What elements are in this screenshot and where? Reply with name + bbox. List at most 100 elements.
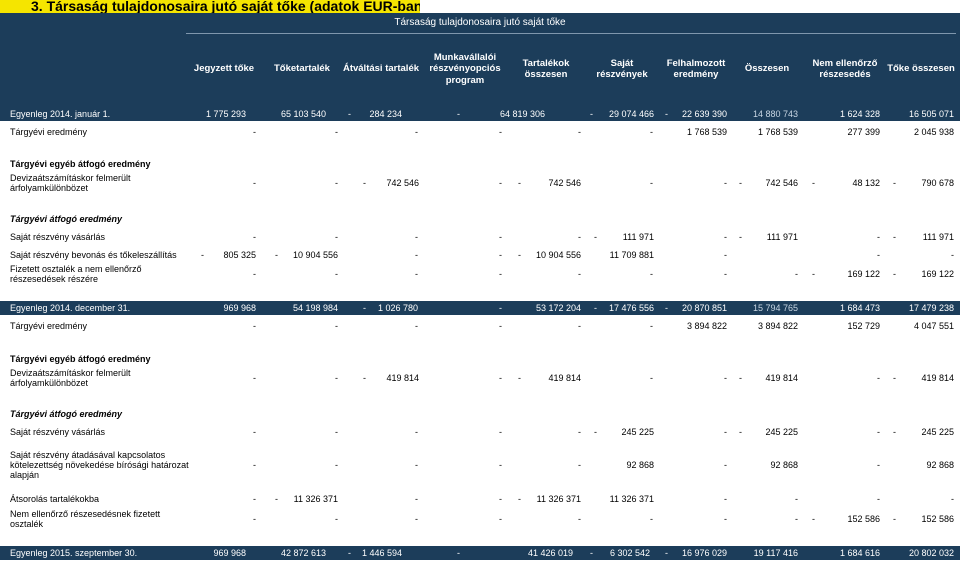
cell-value: 805 325	[223, 249, 256, 260]
cell-value: -	[739, 373, 742, 383]
row-label: Saját részvény vásárlás	[10, 427, 106, 437]
cell-value: -	[594, 231, 597, 242]
cell-value: 92 868	[926, 460, 954, 470]
cell-value: -	[499, 249, 502, 260]
cell-value: -	[594, 427, 597, 437]
column-header-felhalmozott-eredmeny: Felhalmozott eredmény	[666, 57, 726, 81]
cell-value: -	[253, 427, 256, 437]
cell-value: -	[348, 109, 351, 119]
cell-value: 3 894 822	[757, 321, 798, 331]
cell-value: 11 326 371	[536, 493, 581, 504]
cell-value: -	[415, 269, 418, 279]
row-label: Tárgyévi átfogó eredmény	[10, 213, 123, 224]
cell-value: 169 122	[921, 269, 954, 279]
cell-value: -	[650, 373, 653, 383]
row-label: Egyenleg 2015. szeptember 30.	[10, 548, 138, 558]
cell-value: -	[877, 373, 880, 383]
cell-value: -	[499, 460, 502, 470]
table-row: Saját részvény átadásával kapcsolatos kö…	[0, 448, 960, 482]
section-heading: Tárgyévi átfogó eredmény	[0, 212, 960, 225]
cell-value: -	[499, 303, 502, 313]
cell-value: -	[724, 373, 727, 383]
cell-value: -	[275, 249, 278, 260]
column-header-toketartalek: Tőketartalék	[274, 63, 330, 75]
cell-value: 11 326 371	[293, 493, 338, 504]
cell-value: -	[253, 231, 256, 242]
cell-value: 152 586	[921, 514, 954, 524]
cell-value: -	[812, 269, 815, 279]
row-label: Tárgyévi egyéb átfogó eredmény	[10, 158, 151, 169]
cell-value: -	[499, 321, 502, 331]
cell-value: 10 904 556	[535, 249, 581, 260]
cell-value: -	[724, 249, 727, 260]
table-row: Saját részvény bevonás és tőkeleszállítá…	[0, 247, 960, 262]
cell-value: -	[877, 427, 880, 437]
cell-value: -	[253, 321, 256, 331]
cell-value: -	[951, 493, 954, 504]
cell-value: 1 026 780	[377, 303, 418, 313]
cell-value: -	[724, 269, 727, 279]
table-row: Devizaátszámításkor felmerült árfolyamkü…	[0, 171, 960, 195]
cell-value: -	[812, 178, 815, 188]
cell-value: -	[415, 427, 418, 437]
column-header-jegyzett-toke: Jegyzett tőke	[193, 63, 255, 75]
section-heading: Tárgyévi egyéb átfogó eredmény	[0, 352, 960, 365]
row-label: Devizaátszámításkor felmerült árfolyamkü…	[10, 368, 131, 388]
row-label: Egyenleg 2014. december 31.	[10, 303, 131, 313]
cell-value: 53 172 204	[535, 303, 581, 313]
cell-value: 14 880 743	[752, 109, 798, 119]
cell-value: -	[877, 249, 880, 260]
cell-value: -	[275, 493, 278, 504]
cell-value: -	[877, 231, 880, 242]
cell-value: 17 479 238	[908, 303, 954, 313]
cell-value: 54 198 984	[292, 303, 338, 313]
column-header-nem-ellenorzo-reszesedes: Nem ellenőrző részesedés	[812, 57, 878, 81]
cell-value: -	[724, 493, 727, 504]
cell-value: 6 302 542	[609, 548, 650, 558]
cell-value: 42 872 613	[280, 548, 326, 558]
table-header: Társaság tulajdonosaira jutó saját tőke …	[0, 13, 960, 109]
section-heading: Tárgyévi egyéb átfogó eredmény	[0, 157, 960, 170]
cell-value: -	[724, 514, 727, 524]
cell-value: -	[650, 178, 653, 188]
cell-value: -	[518, 178, 521, 188]
cell-value: -	[518, 493, 521, 504]
section-heading: Tárgyévi átfogó eredmény	[0, 407, 960, 420]
cell-value: -	[893, 427, 896, 437]
cell-value: -	[415, 514, 418, 524]
cell-value: -	[253, 493, 256, 504]
row-label: Tárgyévi eredmény	[10, 126, 88, 137]
cell-value: 1 768 539	[686, 126, 727, 137]
page-heading: 3. Társaság tulajdonosaira jutó saját tő…	[0, 0, 420, 13]
cell-value: -	[578, 514, 581, 524]
cell-value: 1 775 293	[205, 109, 246, 119]
column-header-atvaltasi-tartalek: Átváltási tartalék	[342, 63, 420, 75]
cell-value: -	[253, 373, 256, 383]
cell-value: -	[499, 514, 502, 524]
cell-value: -	[650, 269, 653, 279]
cell-value: 1 446 594	[361, 548, 402, 558]
cell-value: -	[253, 178, 256, 188]
column-header-munkavallaloi-program: Munkavállalói részvényopciós program	[429, 51, 501, 86]
cell-value: 277 399	[847, 126, 880, 137]
cell-value: -	[724, 427, 727, 437]
cell-value: -	[578, 126, 581, 137]
row-label: Tárgyévi eredmény	[10, 321, 88, 331]
cell-value: 419 814	[386, 373, 419, 383]
cell-value: -	[795, 514, 798, 524]
cell-value: -	[335, 427, 338, 437]
row-label: Saját részvény bevonás és tőkeleszállítá…	[10, 249, 177, 260]
cell-value: -	[578, 460, 581, 470]
cell-value: -	[499, 373, 502, 383]
cell-value: -	[201, 249, 204, 260]
cell-value: 245 225	[921, 427, 954, 437]
cell-value: 64 819 306	[499, 109, 545, 119]
cell-value: -	[335, 514, 338, 524]
cell-value: 48 132	[852, 178, 880, 188]
cell-value: -	[590, 109, 593, 119]
cell-value: -	[499, 269, 502, 279]
cell-value: 969 968	[213, 548, 246, 558]
cell-value: 2 045 938	[913, 126, 954, 137]
row-label: Tárgyévi átfogó eredmény	[10, 408, 123, 419]
cell-value: -	[724, 231, 727, 242]
